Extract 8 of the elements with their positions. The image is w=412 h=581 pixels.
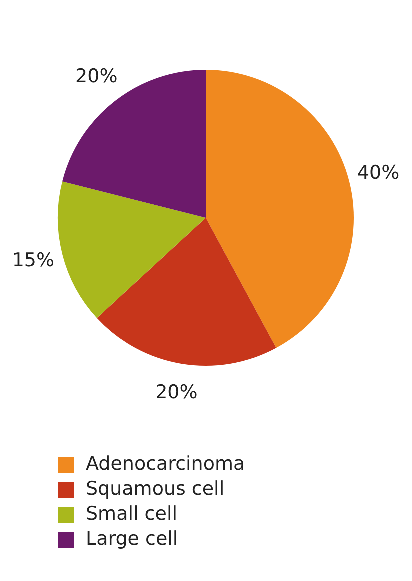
legend-label: Small cell (86, 502, 178, 527)
data-label: 20% (156, 382, 198, 404)
legend-label: Large cell (86, 527, 178, 552)
data-label: 40% (357, 162, 400, 184)
data-label: 20% (76, 65, 118, 88)
data-label: 15% (12, 250, 55, 272)
legend-label: Adenocarcinoma (86, 452, 246, 477)
legend-label: Squamous cell (86, 477, 225, 502)
